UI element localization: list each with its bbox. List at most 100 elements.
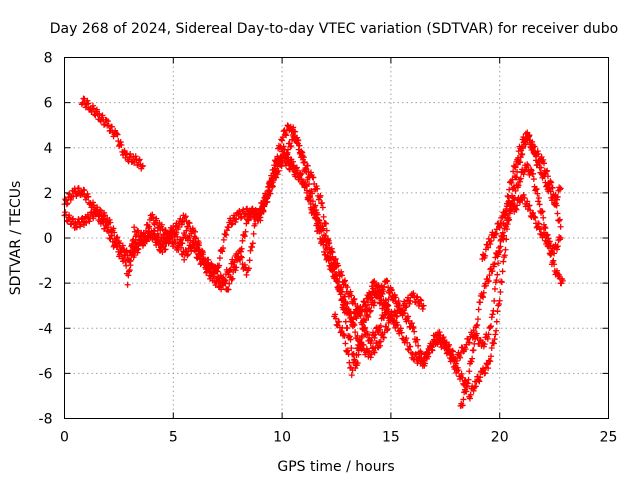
- data-point: [465, 376, 472, 383]
- data-point: [482, 369, 489, 376]
- data-point: [342, 340, 349, 347]
- data-point: [290, 162, 297, 169]
- data-point: [90, 105, 97, 112]
- data-point: [535, 195, 542, 201]
- data-point: [485, 278, 492, 285]
- data-point: [218, 274, 225, 281]
- data-point: [131, 252, 138, 259]
- data-series: [78, 95, 146, 172]
- data-point: [64, 200, 71, 207]
- data-point: [501, 252, 508, 259]
- data-point: [476, 378, 483, 385]
- data-point: [316, 228, 323, 235]
- data-point: [485, 365, 492, 372]
- data-point: [554, 210, 561, 217]
- data-point: [263, 194, 270, 201]
- data-point: [249, 240, 256, 247]
- data-point: [143, 238, 150, 245]
- data-point: [225, 286, 232, 293]
- data-point: [499, 229, 506, 236]
- data-point: [380, 288, 387, 295]
- data-point: [541, 173, 548, 180]
- data-point: [332, 255, 339, 262]
- data-point: [446, 341, 453, 348]
- data-point: [548, 179, 555, 186]
- data-point: [380, 334, 387, 341]
- data-point: [420, 302, 427, 309]
- data-point: [495, 223, 502, 230]
- data-point: [134, 245, 141, 252]
- data-point: [296, 142, 303, 149]
- data-point: [547, 251, 554, 258]
- data-point: [557, 235, 564, 241]
- data-point: [139, 241, 146, 248]
- data-point: [494, 308, 501, 315]
- data-point: [342, 318, 349, 325]
- data-point: [371, 299, 378, 306]
- data-point: [264, 198, 271, 205]
- data-point: [323, 227, 330, 234]
- data-point: [349, 367, 356, 374]
- data-point: [491, 336, 498, 343]
- data-point: [300, 154, 307, 161]
- data-point: [220, 245, 227, 252]
- data-point: [182, 213, 189, 220]
- y-tick-label: -8: [39, 412, 53, 428]
- data-point: [212, 282, 219, 289]
- data-point: [475, 306, 482, 313]
- data-point: [279, 137, 286, 144]
- data-point: [366, 308, 373, 315]
- data-point: [331, 257, 338, 264]
- data-point: [364, 330, 371, 337]
- data-point: [469, 355, 476, 362]
- data-point: [99, 216, 106, 223]
- data-point: [412, 351, 419, 358]
- data-point: [462, 346, 469, 353]
- data-point: [527, 137, 534, 144]
- y-axis-label: SDTVAR / TECUs: [8, 181, 24, 296]
- data-point: [229, 275, 236, 282]
- data-point: [460, 396, 467, 403]
- data-point: [82, 104, 89, 111]
- data-point: [342, 309, 349, 316]
- data-point: [455, 367, 462, 374]
- data-point: [350, 320, 357, 327]
- data-point: [306, 194, 313, 201]
- data-point: [181, 214, 188, 221]
- data-point: [154, 236, 161, 243]
- data-point: [377, 290, 384, 297]
- data-point: [131, 159, 138, 166]
- data-point: [391, 292, 398, 299]
- y-tick-label: 0: [44, 231, 53, 247]
- data-point: [392, 298, 399, 305]
- data-point: [371, 278, 378, 285]
- data-series: [61, 152, 471, 390]
- y-tick-label: 4: [44, 141, 53, 157]
- data-point: [327, 249, 334, 256]
- data-point: [78, 191, 85, 198]
- data-point: [117, 139, 124, 146]
- data-point: [338, 272, 345, 279]
- data-point: [494, 271, 501, 278]
- data-point: [317, 192, 324, 199]
- data-point: [181, 256, 188, 263]
- data-point: [185, 251, 192, 258]
- data-point: [508, 179, 515, 186]
- y-tick-label: -4: [39, 321, 53, 337]
- data-point: [290, 124, 297, 131]
- data-point: [293, 164, 300, 171]
- data-point: [351, 322, 358, 329]
- data-point: [377, 322, 384, 329]
- y-tick-label: 8: [44, 51, 53, 67]
- data-point: [485, 244, 492, 251]
- data-point: [436, 334, 443, 341]
- data-point: [295, 174, 302, 181]
- data-point: [387, 284, 394, 291]
- data-point: [541, 224, 548, 231]
- data-point: [404, 339, 411, 346]
- data-series: [466, 129, 564, 402]
- data-point: [527, 207, 534, 214]
- x-tick-label: 25: [600, 430, 618, 446]
- data-point: [313, 183, 320, 190]
- data-point: [422, 360, 429, 367]
